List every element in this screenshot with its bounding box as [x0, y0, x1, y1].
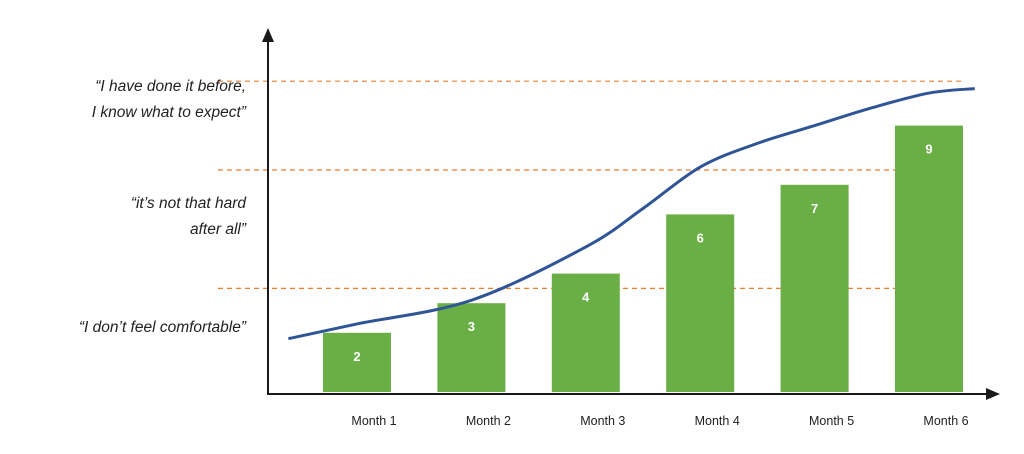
x-tick-label: Month 6 [923, 414, 968, 428]
bar [437, 303, 506, 392]
bar-value-label: 7 [811, 201, 818, 216]
x-tick-label: Month 5 [809, 414, 854, 428]
zone-label-line: “I have done it before, [95, 78, 246, 95]
x-tick-label: Month 2 [466, 414, 511, 428]
y-axis-arrow-icon [262, 28, 274, 42]
bars: 2 3 4 6 7 9 [323, 125, 963, 392]
bar [666, 214, 735, 392]
axes [262, 28, 1000, 400]
bar [551, 273, 620, 392]
zone-label-line: I know what to expect” [92, 104, 247, 121]
bar-value-label: 6 [697, 230, 704, 245]
zone-label-line: “I don’t feel comfortable” [79, 319, 247, 336]
x-tick-labels: Month 1 Month 2 Month 3 Month 4 Month 5 Month… [351, 414, 968, 428]
learning-curve [288, 87, 975, 341]
bar [895, 125, 963, 392]
bar-value-label: 4 [582, 290, 590, 305]
zone-labels: “I don’t feel comfortable” “it’s not that… [79, 78, 248, 336]
bar [323, 332, 391, 392]
bar [780, 184, 849, 392]
bar-value-label: 9 [925, 142, 932, 157]
bar-value-label: 2 [353, 349, 360, 364]
x-axis-arrow-icon [986, 388, 1000, 400]
x-tick-label: Month 1 [351, 414, 396, 428]
bar-value-label: 3 [468, 319, 475, 334]
zone-label-line: after all” [190, 221, 247, 238]
x-tick-label: Month 4 [695, 414, 740, 428]
x-tick-label: Month 3 [580, 414, 625, 428]
zone-label-line: “it’s not that hard [131, 195, 248, 212]
